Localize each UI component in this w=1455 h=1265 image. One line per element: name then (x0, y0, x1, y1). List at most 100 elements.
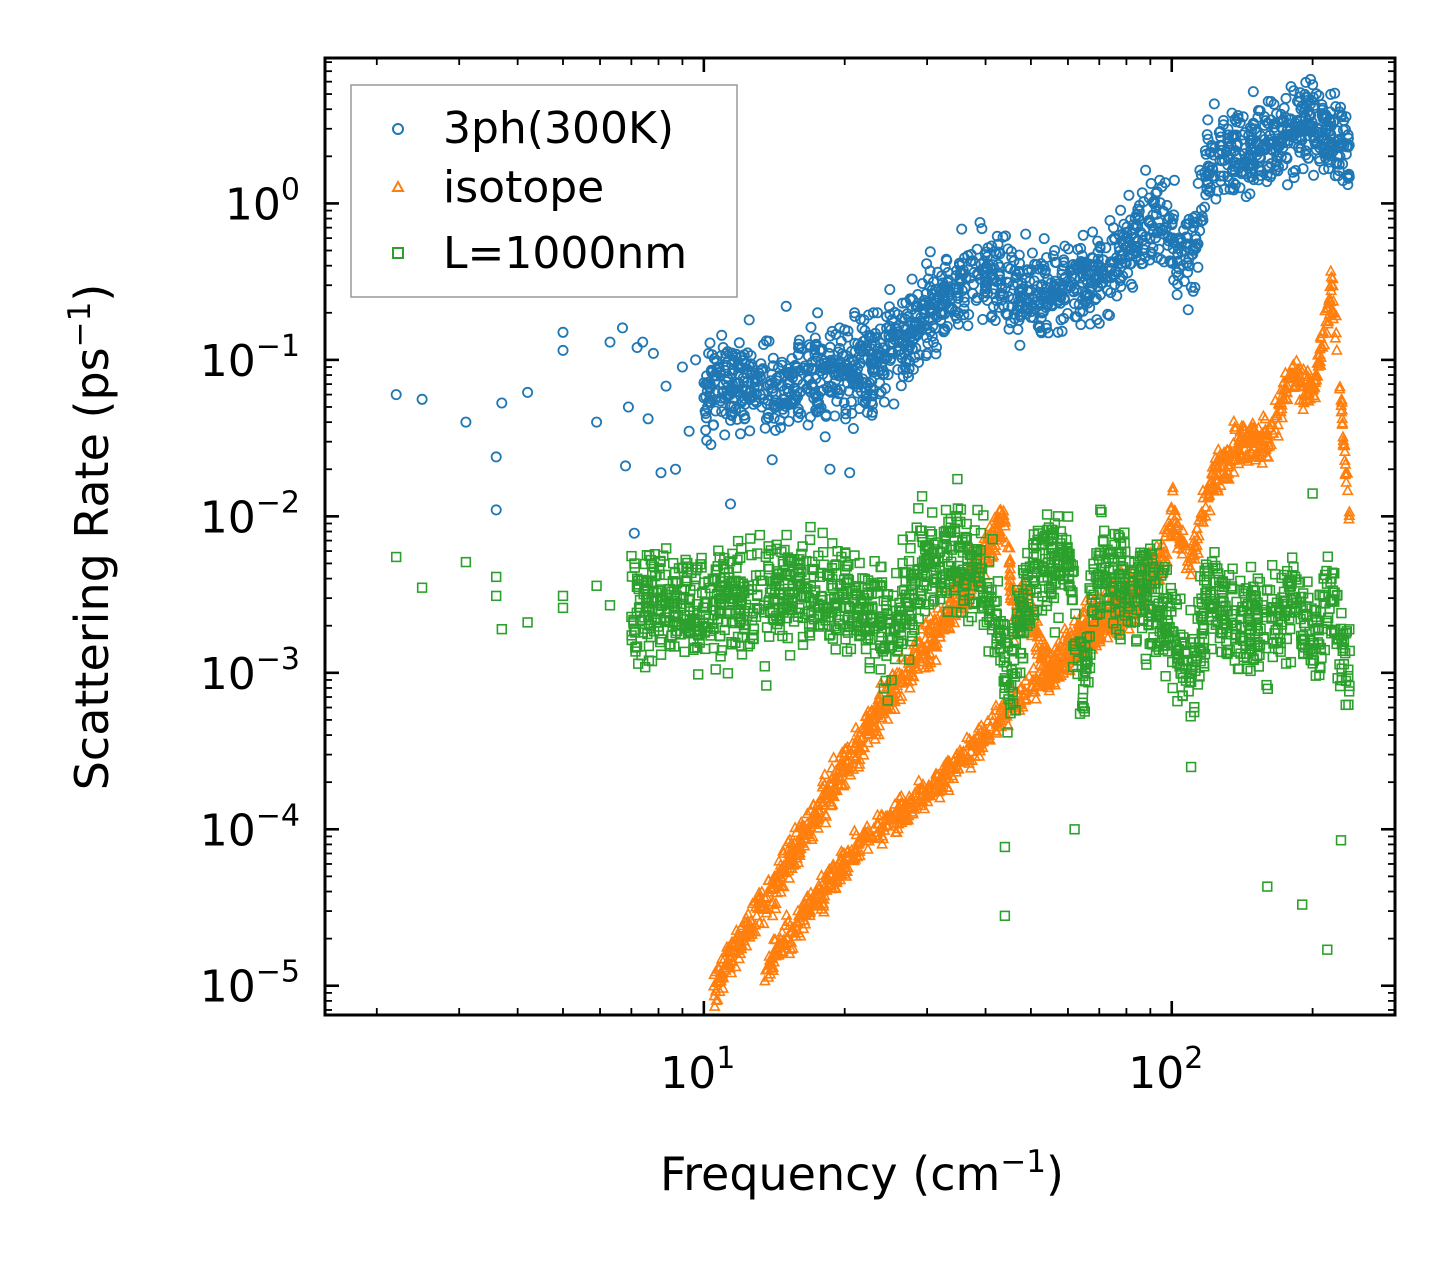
circle-point (1113, 241, 1125, 253)
circle-point (1152, 227, 1164, 239)
triangle-point (1314, 330, 1327, 342)
circle-point (866, 389, 878, 401)
triangle-point (773, 854, 785, 866)
circle-point (1212, 185, 1224, 197)
circle-point (971, 243, 983, 255)
circle-point (976, 223, 988, 235)
circle-point (717, 341, 729, 353)
circle-point (866, 396, 878, 408)
square-point (992, 576, 1004, 587)
triangle-point (1244, 444, 1257, 456)
circle-point (803, 339, 815, 351)
circle-point (793, 341, 805, 353)
circle-point (812, 390, 824, 402)
circle-point (1052, 326, 1064, 338)
circle-point (1174, 234, 1186, 246)
circle-point (812, 307, 824, 319)
triangle-point (1324, 264, 1337, 276)
circle-point (874, 377, 886, 389)
circle-point (1314, 155, 1326, 167)
circle-point (1246, 171, 1258, 183)
circle-point (958, 296, 970, 308)
circle-point (1308, 169, 1320, 181)
triangle-point (1171, 541, 1184, 553)
circle-point (993, 246, 1005, 258)
circle-point (1260, 143, 1272, 155)
triangle-point (1227, 465, 1240, 477)
circle-point (591, 416, 603, 428)
square-point (805, 521, 816, 533)
circle-point (852, 338, 864, 350)
circle-point (1072, 243, 1084, 255)
circle-point (1036, 307, 1048, 319)
circle-point (745, 350, 757, 362)
circle-point (713, 361, 725, 373)
circle-point (1115, 204, 1127, 216)
circle-point (1085, 264, 1097, 276)
triangle-point (1320, 315, 1332, 327)
circle-point (1057, 279, 1069, 291)
circle-point (899, 361, 911, 373)
circle-point (1092, 253, 1104, 265)
circle-point (957, 264, 969, 276)
circle-point (958, 303, 970, 315)
circle-point (1323, 163, 1335, 175)
circle-point (884, 283, 896, 295)
circle-point (703, 347, 715, 359)
circle-point (885, 337, 897, 349)
circle-point (859, 324, 871, 336)
circle-point (1137, 257, 1149, 269)
circle-point (1272, 135, 1284, 147)
circle-point (838, 397, 850, 409)
circle-point (710, 405, 722, 417)
circle-point (767, 385, 779, 397)
circle-point (1262, 95, 1274, 107)
circle-point (1086, 252, 1098, 264)
circle-point (739, 398, 751, 410)
circle-point (1204, 185, 1216, 197)
circle-point (767, 352, 779, 364)
circle-point (1002, 243, 1014, 255)
circle-point (852, 381, 864, 393)
circle-point (496, 397, 508, 409)
circle-point (942, 266, 954, 278)
circle-point (860, 343, 872, 355)
circle-point (816, 362, 828, 374)
circle-point (841, 369, 853, 381)
circle-point (702, 378, 714, 390)
triangle-point (999, 519, 1011, 531)
circle-point (792, 374, 804, 386)
circle-point (1318, 163, 1330, 175)
circle-point (1172, 278, 1184, 290)
circle-point (859, 395, 871, 407)
circle-point (1153, 216, 1165, 228)
circle-point (1161, 199, 1173, 211)
triangle-point (711, 993, 724, 1005)
circle-point (1197, 214, 1209, 226)
circle-point (1164, 255, 1176, 267)
circle-point (853, 343, 865, 355)
square-point (745, 533, 756, 544)
circle-point (1307, 92, 1319, 104)
circle-point (1047, 250, 1059, 262)
circle-point (1062, 307, 1074, 319)
circle-point (985, 311, 997, 323)
circle-point (1129, 212, 1141, 224)
circle-point (792, 403, 804, 415)
circle-point (1183, 260, 1195, 272)
circle-point (962, 320, 974, 332)
circle-point (1240, 191, 1252, 203)
circle-point (810, 373, 822, 385)
circle-point (752, 375, 764, 387)
circle-point (1288, 172, 1300, 184)
circle-point (926, 330, 938, 342)
circle-point (1330, 101, 1342, 113)
circle-point (1253, 161, 1265, 173)
circle-point (1294, 146, 1306, 158)
square-point (913, 503, 924, 514)
circle-point (717, 379, 729, 391)
triangle-point (1058, 622, 1071, 634)
circle-point (1247, 86, 1259, 98)
circle-point (849, 307, 861, 319)
square-point (655, 649, 667, 660)
